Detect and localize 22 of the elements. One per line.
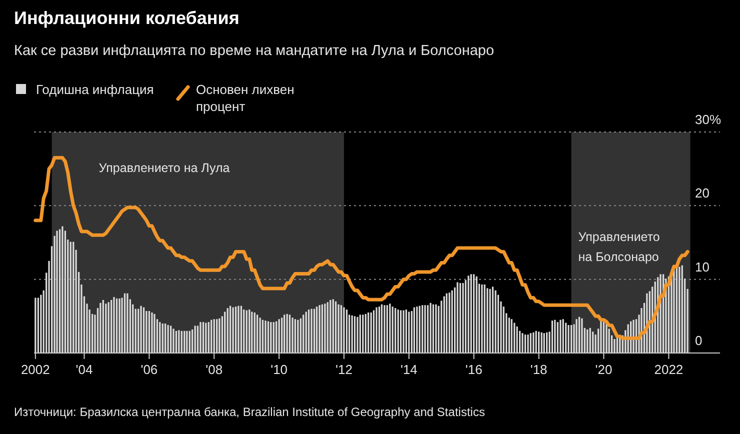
legend-label: Основен лихвен процент [196,82,294,114]
y-tick-label: 30% [695,112,722,127]
x-tick-label: '20 [595,362,612,377]
legend-label: Годишна инфлация [36,82,154,97]
chart-title: Инфлационни колебания [14,8,240,28]
x-tick-label: '12 [336,362,352,377]
y-tick-label: 20 [695,186,710,201]
x-tick-label: '06 [140,362,158,377]
x-tick-label: '18 [530,362,548,377]
chart-subtitle: Как се разви инфлацията по време на мандатите на Лула и Болсонаро [14,43,494,59]
x-tick-label: 2022 [654,362,684,377]
x-tick-label: '10 [270,362,288,377]
y-tick-label: 10 [695,259,710,274]
x-tick-label: 2002 [20,362,50,377]
x-tick-label: '08 [206,362,223,377]
band-label: Управлението на Лула [98,161,230,175]
x-tick-label: '04 [76,362,93,377]
x-tick-label: '14 [400,362,418,377]
x-tick-label: '16 [465,362,482,377]
text: Източници: Бразилска централна банка, Brazilian Institute of Geography and Statistics [14,405,485,419]
band-label: Управлението на Болсонаро [578,230,660,264]
y-tick-label: 0 [695,333,702,348]
